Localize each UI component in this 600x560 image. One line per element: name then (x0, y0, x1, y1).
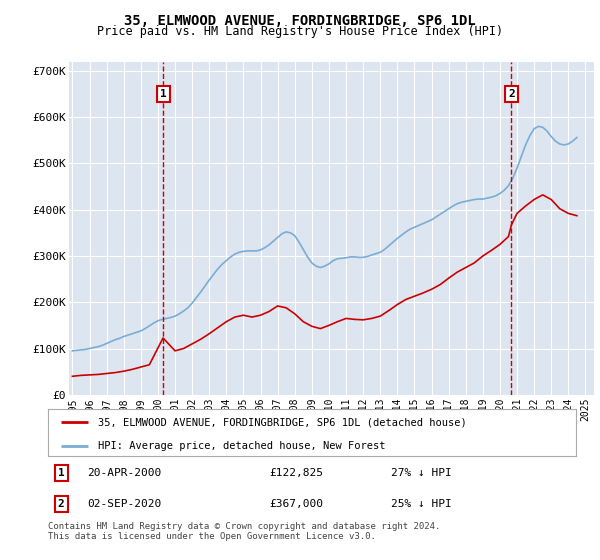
Text: 1: 1 (160, 89, 166, 99)
Text: HPI: Average price, detached house, New Forest: HPI: Average price, detached house, New … (98, 441, 386, 451)
Text: 35, ELMWOOD AVENUE, FORDINGBRIDGE, SP6 1DL: 35, ELMWOOD AVENUE, FORDINGBRIDGE, SP6 1… (124, 14, 476, 28)
Text: Price paid vs. HM Land Registry's House Price Index (HPI): Price paid vs. HM Land Registry's House … (97, 25, 503, 39)
Text: 25% ↓ HPI: 25% ↓ HPI (391, 499, 452, 509)
Text: 2: 2 (58, 499, 65, 509)
Text: 27% ↓ HPI: 27% ↓ HPI (391, 468, 452, 478)
Text: £367,000: £367,000 (270, 499, 324, 509)
Text: 1: 1 (58, 468, 65, 478)
Text: 2: 2 (508, 89, 515, 99)
Text: 35, ELMWOOD AVENUE, FORDINGBRIDGE, SP6 1DL (detached house): 35, ELMWOOD AVENUE, FORDINGBRIDGE, SP6 1… (98, 417, 467, 427)
Text: 02-SEP-2020: 02-SEP-2020 (88, 499, 162, 509)
Text: Contains HM Land Registry data © Crown copyright and database right 2024.
This d: Contains HM Land Registry data © Crown c… (48, 522, 440, 542)
Text: 20-APR-2000: 20-APR-2000 (88, 468, 162, 478)
Text: £122,825: £122,825 (270, 468, 324, 478)
